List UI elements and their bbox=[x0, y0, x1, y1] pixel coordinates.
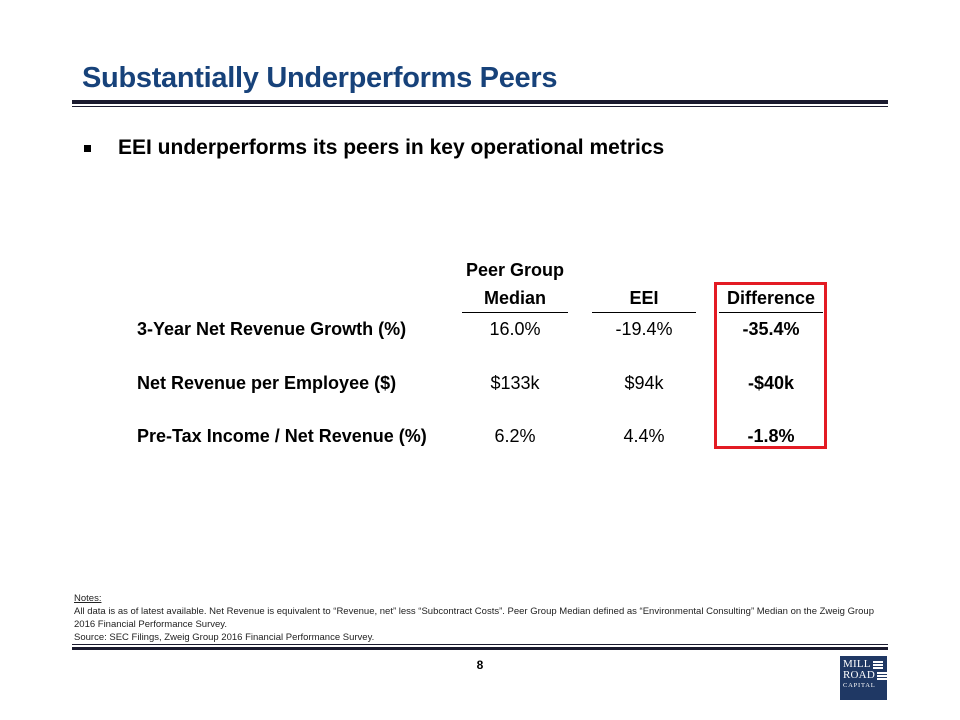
footer-divider-thick bbox=[72, 647, 888, 650]
cell-diff-revenue-per-employee: -$40k bbox=[747, 373, 795, 393]
bullet-point: EEI underperforms its peers in key opera… bbox=[84, 136, 664, 160]
title-divider-thin bbox=[72, 106, 888, 107]
notes-source: Source: SEC Filings, Zweig Group 2016 Fi… bbox=[74, 632, 375, 643]
cell-peer-revenue-per-employee: $133k bbox=[490, 373, 540, 393]
cell-diff-revenue-growth: -35.4% bbox=[742, 319, 800, 339]
logo-line1: MILL bbox=[843, 658, 871, 670]
footnotes: Notes: All data is as of latest availabl… bbox=[74, 592, 884, 644]
logo-line3: CAPITAL bbox=[843, 682, 876, 689]
cell-peer-revenue-growth: 16.0% bbox=[489, 319, 541, 339]
page-number: 8 bbox=[476, 658, 484, 672]
square-bullet-icon bbox=[84, 144, 91, 152]
page-title: Substantially Underperforms Peers bbox=[82, 62, 558, 94]
header-difference-underline bbox=[719, 312, 823, 313]
cell-eei-pretax-margin: 4.4% bbox=[623, 426, 665, 446]
header-eei: EEI bbox=[629, 288, 659, 308]
footer-divider-thin bbox=[72, 644, 888, 645]
header-eei-underline bbox=[592, 312, 696, 313]
bullet-text: EEI underperforms its peers in key opera… bbox=[118, 136, 665, 159]
logo-bars-icon bbox=[872, 660, 883, 670]
row-label-pretax-margin: Pre-Tax Income / Net Revenue (%) bbox=[137, 426, 427, 446]
header-difference: Difference bbox=[726, 288, 816, 308]
row-label-revenue-growth: 3-Year Net Revenue Growth (%) bbox=[137, 319, 407, 339]
notes-text: All data is as of latest available. Net … bbox=[74, 606, 875, 630]
cell-eei-revenue-growth: -19.4% bbox=[615, 319, 673, 339]
mill-road-capital-logo: MILL ROAD CAPITAL bbox=[840, 656, 887, 700]
notes-heading: Notes: bbox=[74, 593, 102, 604]
header-peer-line2: Median bbox=[483, 288, 546, 308]
difference-highlight-box bbox=[714, 282, 827, 449]
logo-line2: ROAD bbox=[843, 669, 875, 681]
header-peer-underline bbox=[462, 312, 568, 313]
cell-peer-pretax-margin: 6.2% bbox=[494, 426, 536, 446]
row-label-revenue-per-employee: Net Revenue per Employee ($) bbox=[137, 373, 397, 393]
title-divider-thick bbox=[72, 100, 888, 104]
cell-diff-pretax-margin: -1.8% bbox=[747, 426, 795, 446]
header-peer-line1: Peer Group bbox=[465, 260, 565, 280]
cell-eei-revenue-per-employee: $94k bbox=[624, 373, 664, 393]
logo-bars-icon bbox=[876, 671, 887, 681]
